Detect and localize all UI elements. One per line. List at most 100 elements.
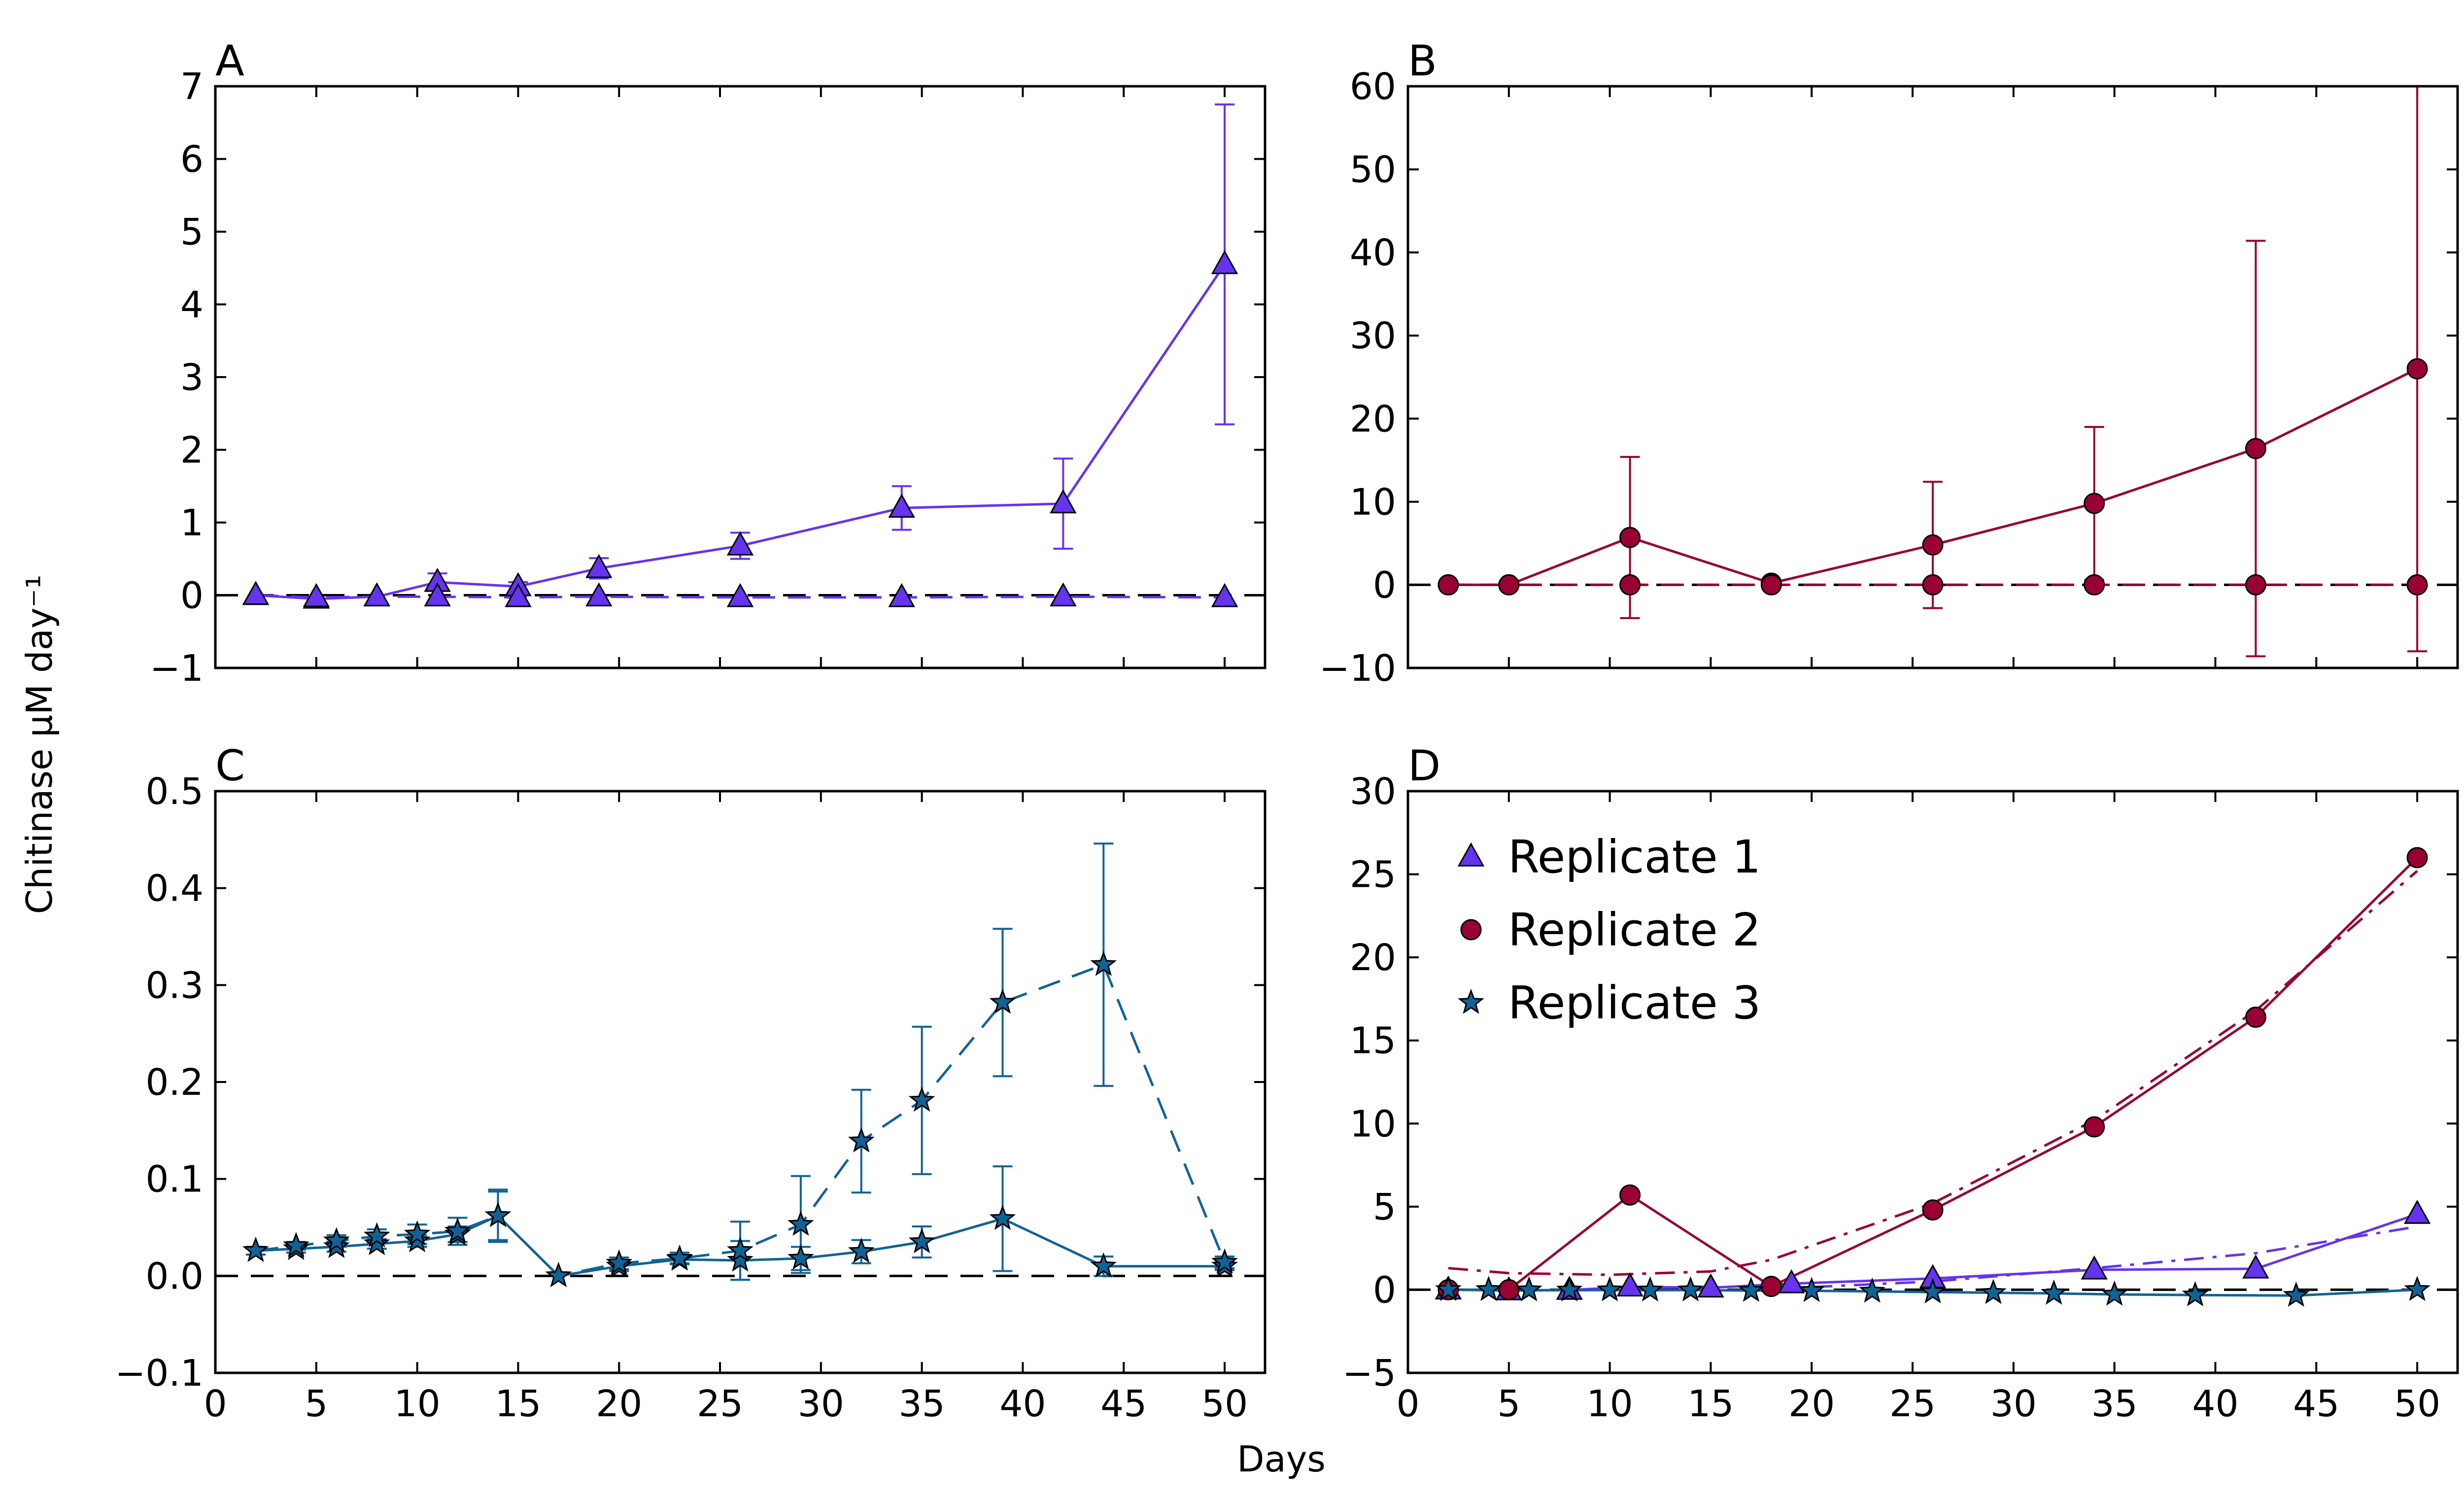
data-point xyxy=(545,1262,572,1288)
series-line xyxy=(1448,367,2418,586)
x-tick-label: 20 xyxy=(596,1383,642,1425)
x-tick-label: 5 xyxy=(305,1383,328,1425)
data-point xyxy=(323,1227,350,1253)
y-tick-label: 10 xyxy=(1350,1103,1396,1145)
data-point xyxy=(989,1205,1016,1230)
data-point xyxy=(1211,583,1238,607)
data-point xyxy=(2404,1276,2430,1301)
panel-letter-a: A xyxy=(215,36,244,86)
data-layer xyxy=(1408,86,2458,658)
data-point xyxy=(666,1244,693,1270)
data-point xyxy=(1498,1279,1520,1300)
x-axis-title: Days xyxy=(1237,1438,1326,1480)
data-point xyxy=(2406,358,2428,380)
data-point xyxy=(1760,1276,1782,1297)
data-point xyxy=(2406,574,2428,595)
data-point xyxy=(888,493,915,518)
data-point xyxy=(585,582,613,607)
panel-letter-c: C xyxy=(215,741,245,791)
x-tick-label: 25 xyxy=(1889,1383,1936,1425)
data-point xyxy=(363,1230,390,1256)
x-tick-label: 20 xyxy=(1788,1383,1835,1425)
data-point xyxy=(2406,847,2428,869)
data-point xyxy=(242,1236,269,1262)
series-line xyxy=(1771,1225,2418,1291)
data-point xyxy=(2245,574,2266,595)
data-point xyxy=(1435,1276,1462,1301)
data-point xyxy=(1738,1276,1765,1302)
panel-b: B −10 0 10 20 30 40 50 60 xyxy=(1319,36,2459,690)
data-point xyxy=(1616,1272,1643,1297)
panel-letter-d: D xyxy=(1408,741,1440,791)
panel-c: C −0.1 0.0 0.1 0.2 0.3 0.4 0.5 0 5 10 15 20 25 30 35 40 4… xyxy=(115,741,1266,1425)
data-point xyxy=(303,583,330,607)
x-tick-label: 40 xyxy=(2192,1383,2238,1425)
legend-item: Replicate 1 xyxy=(1457,831,1761,883)
data-point xyxy=(1050,582,1077,607)
y-tick-label: 5 xyxy=(180,211,204,253)
y-tick-label: 30 xyxy=(1350,770,1396,813)
y-tick-label: 20 xyxy=(1350,398,1396,440)
data-point xyxy=(1919,1278,1946,1304)
x-tick-label: 0 xyxy=(1396,1383,1419,1425)
y-tick-label: 40 xyxy=(1350,232,1396,274)
data-point xyxy=(1556,1276,1583,1302)
y-tick-label: 0.3 xyxy=(145,964,204,1007)
data-point xyxy=(989,988,1016,1014)
y-tick-label: 0 xyxy=(1373,1269,1396,1311)
legend-marker xyxy=(1460,919,1482,941)
series-line xyxy=(1448,857,2418,1291)
data-point xyxy=(2040,1279,2067,1305)
y-tick-label: 0 xyxy=(1373,564,1396,606)
y-tick-label: 0.4 xyxy=(145,868,204,910)
series-line xyxy=(1448,870,2418,1276)
data-point xyxy=(585,554,613,578)
legend-marker xyxy=(1457,842,1485,867)
y-tick-label: −10 xyxy=(1319,647,1396,690)
y-tick-label: −1 xyxy=(150,647,204,690)
data-point xyxy=(2084,574,2105,595)
legend-item: Replicate 2 xyxy=(1460,904,1761,956)
data-point xyxy=(1922,574,1944,595)
data-point xyxy=(2101,1280,2128,1306)
y-tick-label: 3 xyxy=(180,356,204,399)
x-tick-label: 45 xyxy=(2293,1383,2339,1425)
data-point xyxy=(2084,1116,2105,1138)
data-point xyxy=(1697,1273,1724,1298)
data-point xyxy=(1475,1276,1502,1301)
x-tick-label: 0 xyxy=(204,1383,227,1425)
data-layer xyxy=(215,842,1265,1288)
data-point xyxy=(1980,1279,2007,1304)
data-point xyxy=(363,582,390,607)
axes-frame xyxy=(214,790,1266,1374)
data-point xyxy=(787,1210,814,1236)
x-tick-label: 15 xyxy=(1687,1383,1734,1425)
data-point xyxy=(1922,534,1944,556)
data-point xyxy=(1859,1277,1885,1303)
data-point xyxy=(505,583,532,607)
data-point xyxy=(1677,1276,1704,1301)
data-point xyxy=(1498,574,1520,595)
x-tick-label: 40 xyxy=(999,1383,1046,1425)
y-tick-label: 2 xyxy=(180,429,204,472)
y-tick-label: 0.5 xyxy=(145,770,204,813)
data-point xyxy=(363,1222,390,1248)
data-point xyxy=(1778,1269,1805,1293)
data-point xyxy=(727,1246,753,1272)
data-point xyxy=(2245,438,2266,459)
legend-label: Replicate 1 xyxy=(1508,831,1761,883)
y-tick-label: 10 xyxy=(1350,481,1396,524)
y-tick-label: −0.1 xyxy=(115,1352,204,1395)
data-point xyxy=(444,1217,471,1243)
y-tick-label: 25 xyxy=(1350,854,1396,896)
data-point xyxy=(2242,1254,2269,1279)
y-tick-label: 6 xyxy=(180,139,204,181)
legend-label: Replicate 3 xyxy=(1508,977,1761,1029)
data-point xyxy=(1637,1276,1664,1302)
y-tick-label: 0.0 xyxy=(145,1255,204,1297)
data-point xyxy=(848,1127,875,1153)
data-point xyxy=(908,1228,935,1254)
x-tick-label: 30 xyxy=(798,1383,844,1425)
y-tick-label: 15 xyxy=(1350,1020,1396,1062)
axes-frame xyxy=(1406,790,2459,1374)
